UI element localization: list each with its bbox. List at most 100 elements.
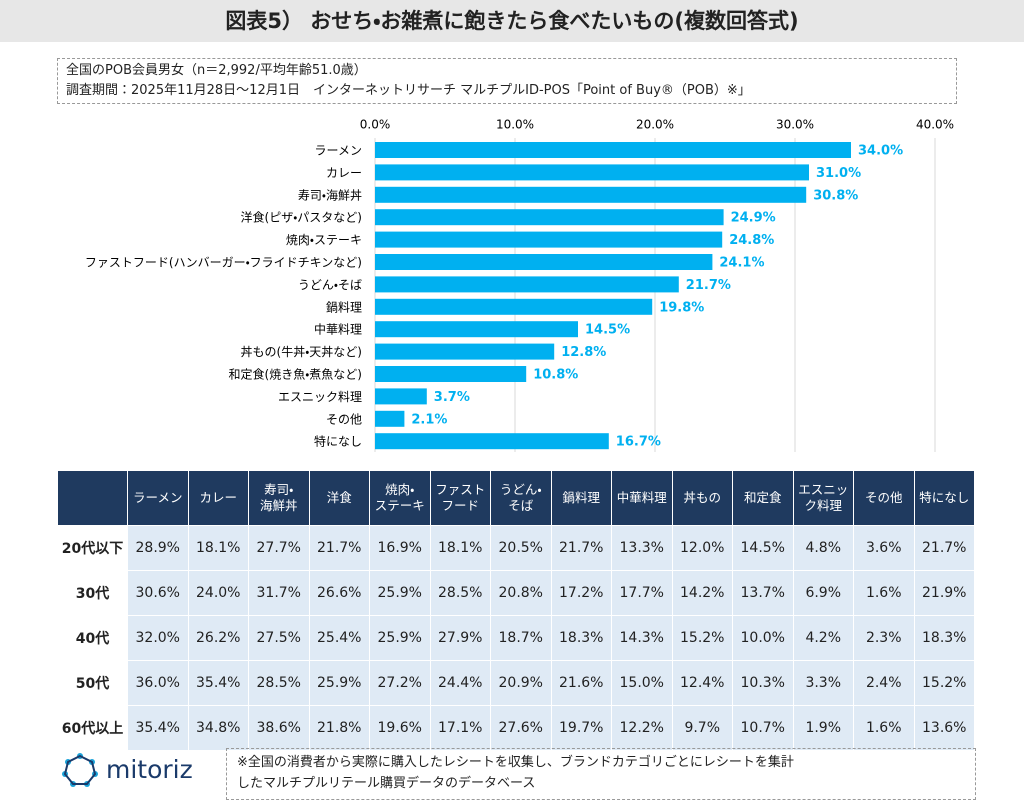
page-title: 図表5） おせち・お雑煮に飽きたら食べたいもの(複数回答式) <box>0 0 1024 42</box>
table-cell: 2.4% <box>853 660 915 706</box>
table-cell: 1.9% <box>792 705 854 751</box>
table-cell: 21.7% <box>913 525 975 571</box>
table-cell: 24.4% <box>429 660 491 706</box>
table-cell: 26.6% <box>308 570 370 616</box>
x-tick-label: 0.0% <box>360 118 391 132</box>
row-label: 40代 <box>57 615 128 661</box>
table-cell: 30.6% <box>127 570 189 616</box>
table-cell: 6.9% <box>792 570 854 616</box>
row-label: 50代 <box>57 660 128 706</box>
table-cell: 19.6% <box>369 705 431 751</box>
x-tick-label: 40.0% <box>916 118 954 132</box>
table-cell: 19.7% <box>550 705 612 751</box>
table-cell: 18.1% <box>187 525 249 571</box>
table-cell: 1.6% <box>853 570 915 616</box>
bar <box>375 231 723 248</box>
table-cell: 21.6% <box>550 660 612 706</box>
notes: 全国のPOB会員男女（n＝2,992/平均年齢51.0歳） 調査期間：2025年… <box>57 58 957 104</box>
table-cell: 17.1% <box>429 705 491 751</box>
bar <box>375 321 578 338</box>
logo: mitoriz <box>62 753 193 787</box>
corner-cell <box>57 470 128 526</box>
table-cell: 14.2% <box>671 570 733 616</box>
x-tick-label: 30.0% <box>776 118 814 132</box>
category-label: 中華料理 <box>314 322 362 337</box>
table-cell: 32.0% <box>127 615 189 661</box>
table-cell: 35.4% <box>187 660 249 706</box>
category-label: 鍋料理 <box>326 300 362 314</box>
table-cell: 25.9% <box>369 570 431 616</box>
chart: 0.0% 10.0% 20.0% 30.0% 40.0% ラーメン 34.0% カレー 31.0… <box>85 118 954 452</box>
column-header: 寿司・ 海鮮丼 <box>248 470 310 526</box>
table-cell: 15.0% <box>611 660 673 706</box>
bar <box>375 410 405 427</box>
note: 調査期間：2025年11月28日～12月1日 インターネットリサーチ マルチプル… <box>66 83 751 98</box>
category-label: 焼肉・ステーキ <box>286 233 362 247</box>
value-label: 3.7% <box>434 390 470 405</box>
table-cell: 25.9% <box>308 660 370 706</box>
value-label: 16.7% <box>616 435 661 450</box>
table-cell: 4.2% <box>792 615 854 661</box>
data-table: ラーメン カレー 寿司・ 海鮮丼 洋食 焼肉・ ステーキ ファスト フード うどん・ そば鍋… <box>57 470 975 751</box>
category-label: 特になし <box>314 434 362 449</box>
table-cell: 20.5% <box>490 525 552 571</box>
bar <box>375 343 555 360</box>
table-cell: 14.3% <box>611 615 673 661</box>
footnote-line: したマルチプルリテール購買データのデータベース <box>237 776 536 791</box>
table-cell: 18.3% <box>913 615 975 661</box>
table-cell: 12.0% <box>671 525 733 571</box>
table-body: 20代以下 28.9% 18.1% 27.7% 21.7% 16.9% 18.1% 20.5%… <box>57 525 975 751</box>
column-header: 丼もの <box>671 470 733 526</box>
table-cell: 18.7% <box>490 615 552 661</box>
table-row: 60代以上 35.4% 34.8% 38.6% 21.8% 19.6% 17.1% 27.6%… <box>57 705 975 751</box>
bar <box>375 388 427 405</box>
table-cell: 20.9% <box>490 660 552 706</box>
category-label: その他 <box>326 412 362 426</box>
header-row: ラーメン カレー 寿司・ 海鮮丼 洋食 焼肉・ ステーキ ファスト フード うどん・ そば鍋… <box>57 470 975 526</box>
bar <box>375 366 527 382</box>
table-cell: 25.9% <box>369 615 431 661</box>
table-cell: 10.0% <box>732 615 794 661</box>
column-header: 洋食 <box>308 470 370 526</box>
footnote: ※全国の消費者から実際に購入したレシートを収集し、ブランドカテゴリごとにレシート… <box>226 748 976 800</box>
table-cell: 16.9% <box>369 525 431 571</box>
table-cell: 38.6% <box>248 705 310 751</box>
table-cell: 27.6% <box>490 705 552 751</box>
table-cell: 27.7% <box>248 525 310 571</box>
column-header: 鍋料理 <box>550 470 612 526</box>
table-cell: 15.2% <box>671 615 733 661</box>
table-cell: 35.4% <box>127 705 189 751</box>
value-label: 24.9% <box>731 211 776 226</box>
value-label: 34.0% <box>858 144 903 159</box>
value-label: 30.8% <box>813 188 858 203</box>
table-row: 20代以下 28.9% 18.1% 27.7% 21.7% 16.9% 18.1% 20.5%… <box>57 525 975 571</box>
column-header: 特になし <box>913 470 975 526</box>
table-cell: 28.5% <box>248 660 310 706</box>
table-cell: 9.7% <box>671 705 733 751</box>
column-header: 和定食 <box>732 470 794 526</box>
value-label: 2.1% <box>411 412 447 427</box>
table-row: 50代 36.0% 35.4% 28.5% 25.9% 27.2% 24.4% 20.9% 21… <box>57 660 975 706</box>
category-label: ラーメン <box>314 144 362 158</box>
x-tick-label: 10.0% <box>496 118 534 132</box>
note: 全国のPOB会員男女（n＝2,992/平均年齢51.0歳） <box>66 63 367 78</box>
category-label: 丼もの(牛丼・天丼など) <box>241 344 362 359</box>
table-cell: 12.4% <box>671 660 733 706</box>
category-label: エスニック料理 <box>278 390 362 404</box>
bar <box>375 254 713 270</box>
bar <box>375 142 851 158</box>
bar <box>375 433 609 450</box>
bar <box>375 164 809 181</box>
row-label: 60代以上 <box>57 705 128 751</box>
table-cell: 2.3% <box>853 615 915 661</box>
value-label: 19.8% <box>659 300 704 315</box>
table-cell: 25.4% <box>308 615 370 661</box>
row-label: 20代以下 <box>57 525 128 571</box>
table-cell: 28.5% <box>429 570 491 616</box>
footnote-line: ※全国の消費者から実際に購入したレシートを収集し、ブランドカテゴリごとにレシート… <box>237 755 794 770</box>
table-cell: 27.2% <box>369 660 431 706</box>
bar <box>375 209 724 226</box>
table-cell: 20.8% <box>490 570 552 616</box>
table-cell: 31.7% <box>248 570 310 616</box>
category-label: うどん・そば <box>298 278 362 292</box>
